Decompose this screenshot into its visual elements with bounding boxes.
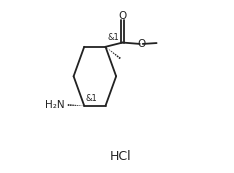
Text: &1: &1: [108, 33, 119, 42]
Text: O: O: [137, 39, 145, 49]
Text: H₂N: H₂N: [45, 100, 65, 110]
Text: &1: &1: [86, 94, 98, 103]
Text: O: O: [118, 11, 127, 21]
Text: HCl: HCl: [110, 150, 131, 163]
